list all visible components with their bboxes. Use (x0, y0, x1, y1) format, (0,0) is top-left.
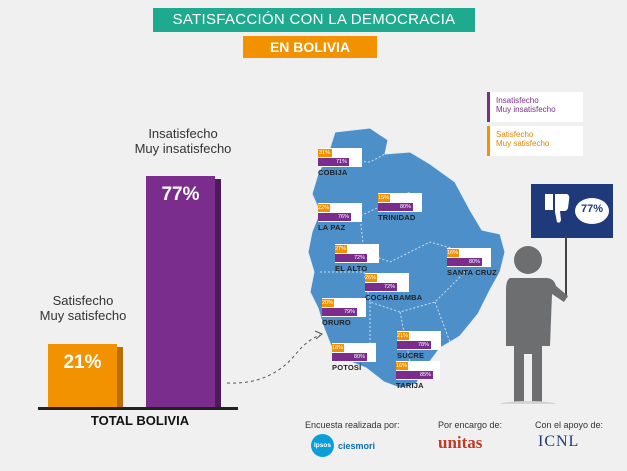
bar-insatisfecho: 77% (146, 176, 221, 407)
bar-label-line-1: Satisfecho (52, 293, 114, 308)
city-bar: 85% (396, 371, 433, 379)
person-icon (500, 236, 568, 404)
unitas-logo: unitas (438, 433, 483, 452)
city-bar: 71% (318, 158, 349, 166)
city-bar: 79% (322, 308, 357, 316)
city-bar: 80% (447, 258, 482, 266)
city-bar: 80% (378, 203, 413, 211)
city-label: LA PAZ (318, 223, 346, 232)
legend-satisfecho: Satisfecho Muy satisfecho (487, 126, 583, 156)
thumbs-down-icon (545, 194, 570, 223)
city-label: COBIJA (318, 168, 348, 177)
sign-value: 77% (580, 203, 604, 215)
x-axis-label: TOTAL BOLIVIA (90, 413, 190, 428)
subtitle-badge: EN BOLIVIA (243, 36, 377, 58)
bar-label-line-2: Muy insatisfecho (134, 141, 232, 156)
footer-apoyo-label: Con el apoyo de: (535, 420, 604, 430)
legend-label: Satisfecho (496, 130, 534, 139)
main-title: SATISFACCIÓN CON LA DEMOCRACIA (153, 8, 475, 32)
city-label: TARIJA (396, 381, 424, 390)
ipsos-logo: Ipsos (311, 434, 334, 457)
city-label: SUCRE (397, 351, 425, 360)
footer-encuesta-label: Encuesta realizada por: (305, 420, 400, 430)
city-bar: 26% (365, 274, 377, 282)
legend-swatch (487, 92, 490, 122)
city-bar: 27% (335, 245, 347, 253)
city-bar: 21% (397, 332, 409, 340)
legend-swatch (487, 126, 490, 156)
icnl-logo: ICNL (538, 433, 580, 450)
city-label: EL ALTO (335, 264, 368, 273)
city-label: TRINIDAD (378, 213, 416, 222)
bar-satisfecho: 21% (48, 344, 123, 407)
city-bar: 18% (332, 344, 344, 352)
sign-board: 77% (531, 184, 613, 238)
chart-baseline (38, 407, 238, 410)
city-bar: 76% (318, 213, 351, 221)
city-label: SANTA CRUZ (447, 268, 497, 277)
legend-insatisfecho: Insatisfecho Muy insatisfecho (487, 92, 583, 122)
city-bar: 78% (397, 341, 431, 349)
city-bar: 31% (318, 149, 332, 157)
bar-label-insatisfecho: Insatisfecho Muy insatisfecho (118, 126, 248, 156)
bar-label-line-2: Muy satisfecho (39, 308, 127, 323)
city-bar: 72% (365, 283, 397, 291)
bar-label-satisfecho: Satisfecho Muy satisfecho (18, 293, 148, 323)
city-label: POTOSÍ (332, 363, 362, 372)
footer-encargo-label: Por encargo de: (438, 420, 503, 430)
legend-label: Muy satisfecho (496, 139, 550, 148)
city-label: COCHABAMBA (365, 293, 423, 302)
city-bar: 72% (335, 254, 367, 262)
bar-label-line-1: Insatisfecho (148, 126, 218, 141)
city-label: ORURO (322, 318, 351, 327)
bar-value-label: 21% (63, 352, 102, 373)
ciesmori-logo: ciesmori (338, 441, 376, 451)
dashed-arrow-icon (226, 330, 323, 384)
legend-label: Muy insatisfecho (496, 105, 556, 114)
city-bar: 20% (322, 299, 334, 307)
sign-bubble (575, 198, 609, 224)
city-bar: 22% (318, 204, 330, 212)
city-bar: 16% (396, 362, 408, 370)
legend-label: Insatisfecho (496, 96, 539, 105)
city-bar: 80% (332, 353, 367, 361)
city-bar: 16% (447, 249, 459, 257)
bar-value-label: 77% (161, 184, 200, 205)
city-bar: 15% (378, 194, 390, 202)
